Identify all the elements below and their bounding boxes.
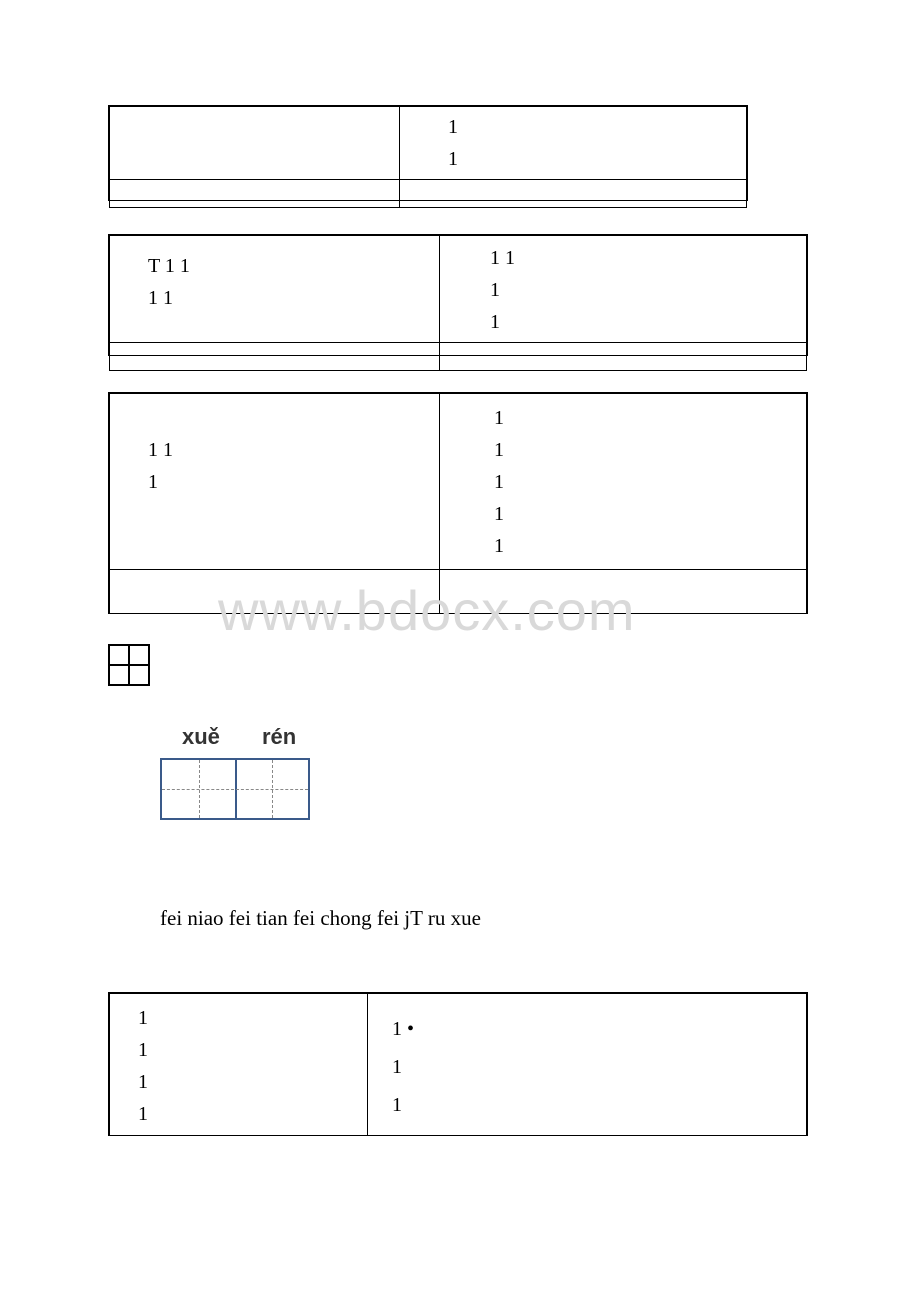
t4-r1c2-l2: 1 [392, 1048, 796, 1086]
t1-r1c1 [110, 107, 400, 180]
t4-r1c2-l3: 1 [392, 1086, 796, 1124]
t3-r1c2-l5: 1 [494, 530, 796, 562]
t4-r1c1-l3: 1 [138, 1066, 357, 1098]
t4-r1c2: 1 • 1 1 [368, 994, 807, 1136]
t2-r2c1 [110, 343, 440, 371]
t3-r1c1-l1: 1 1 [148, 434, 429, 466]
t1-r2c1 [110, 180, 400, 208]
t4-r1c1-l2: 1 [138, 1034, 357, 1066]
t2-r1c1-l1: T 1 1 [148, 250, 429, 282]
character-practice-box [160, 758, 310, 820]
t1-r1c2-l1: 1 [448, 111, 736, 143]
t2-r1c1: T 1 1 1 1 [110, 236, 440, 343]
pinyin-xue: xuě [182, 724, 220, 750]
t3-r1c2-l2: 1 [494, 434, 796, 466]
t3-r1c1-l2: 1 [148, 466, 429, 498]
t1-r1c2: 1 1 [400, 107, 747, 180]
t4-r1c1: 1 1 1 1 [110, 994, 368, 1136]
table-1: 1 1 [108, 105, 748, 201]
t2-r1c2: 1 1 1 1 [440, 236, 807, 343]
t3-r1c2-l3: 1 [494, 466, 796, 498]
t1-r2c2 [400, 180, 747, 208]
t3-r1c2-l4: 1 [494, 498, 796, 530]
pinyin-ren: rén [262, 724, 296, 750]
pinyin-sentence: fei niao fei tian fei chong fei jT ru xu… [160, 906, 481, 931]
t4-r1c1-l1: 1 [138, 1002, 357, 1034]
t2-r1c2-l3: 1 [490, 306, 796, 338]
table-2: T 1 1 1 1 1 1 1 1 [108, 234, 808, 356]
small-grid-icon [108, 644, 150, 686]
t2-r1c1-l2: 1 1 [148, 282, 429, 314]
t3-r1c1: 1 1 1 [110, 394, 440, 570]
t4-r1c1-l4: 1 [138, 1098, 357, 1130]
t2-r1c2-l2: 1 [490, 274, 796, 306]
table-4: 1 1 1 1 1 • 1 1 [108, 992, 808, 1136]
t3-r1c2-l1: 1 [494, 402, 796, 434]
t2-r2c2 [440, 343, 807, 371]
t2-r1c2-l1: 1 1 [490, 242, 796, 274]
t4-r1c2-l1: 1 • [392, 1010, 796, 1048]
watermark-text: www.bdocx.com [218, 578, 636, 643]
t1-r1c2-l2: 1 [448, 143, 736, 175]
t3-r1c2: 1 1 1 1 1 [440, 394, 807, 570]
